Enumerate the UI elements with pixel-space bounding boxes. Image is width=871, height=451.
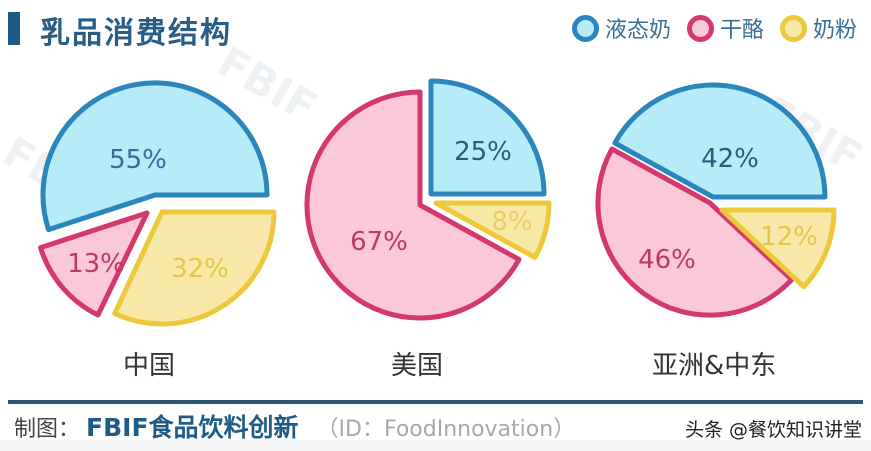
- pie-charts: 55% 13% 32% 25% 67% 8% 42% 46% 12%: [38, 78, 837, 327]
- label-cheese: 13%: [67, 249, 125, 279]
- legend-item-milk-powder: 奶粉: [779, 12, 857, 44]
- slice-milk-powder: [112, 209, 277, 327]
- circle-icon: [686, 14, 714, 42]
- footer-label: 制图：: [14, 417, 81, 442]
- pie-china: 55% 13% 32%: [38, 80, 277, 327]
- footer-brand: FBIF食品饮料创新: [86, 413, 299, 442]
- slice-cheese: [304, 89, 522, 321]
- footer: 制图： FBIF食品饮料创新 （ID：FoodInnovation） 头条 @餐…: [14, 408, 862, 444]
- label-milk-powder: 8%: [491, 207, 532, 237]
- circle-icon: [571, 14, 599, 42]
- legend-item-cheese: 干酪: [686, 12, 764, 44]
- title-accent-bar: [8, 12, 20, 45]
- label-liquid-milk: 25%: [454, 137, 512, 167]
- slice-liquid-milk: [612, 82, 828, 200]
- label-milk-powder: 12%: [760, 222, 818, 252]
- label-liquid-milk: 42%: [701, 144, 759, 174]
- slice-cheese: [595, 146, 795, 318]
- footer-id: （ID：FoodInnovation）: [316, 417, 576, 442]
- legend-item-liquid-milk: 液态奶: [571, 12, 671, 44]
- pie-usa: 25% 67% 8%: [304, 78, 552, 321]
- label-cheese: 67%: [350, 227, 408, 257]
- footer-divider: [8, 400, 863, 404]
- footer-credit: 头条 @餐饮知识讲堂: [684, 419, 862, 441]
- slice-milk-powder: [719, 207, 837, 290]
- legend-label: 液态奶: [604, 18, 671, 43]
- page-title: 乳品消费结构: [40, 16, 232, 51]
- slice-liquid-milk: [428, 78, 547, 197]
- circle-icon: [779, 14, 807, 42]
- legend: 液态奶 干酪 奶粉: [571, 12, 857, 44]
- slice-milk-powder: [433, 200, 552, 260]
- label-cheese: 46%: [638, 245, 696, 275]
- region-label-asia-middle-east: 亚洲&中东: [652, 351, 777, 381]
- legend-label: 干酪: [719, 18, 764, 43]
- label-milk-powder: 32%: [171, 254, 229, 284]
- label-liquid-milk: 55%: [109, 145, 167, 175]
- region-label-usa: 美国: [391, 351, 444, 381]
- pie-asia-middle-east: 42% 46% 12%: [595, 82, 837, 318]
- region-label-china: 中国: [123, 351, 176, 381]
- slice-liquid-milk: [40, 80, 270, 233]
- slice-cheese: [38, 210, 150, 318]
- footer-band: [0, 440, 871, 451]
- legend-label: 奶粉: [812, 18, 857, 43]
